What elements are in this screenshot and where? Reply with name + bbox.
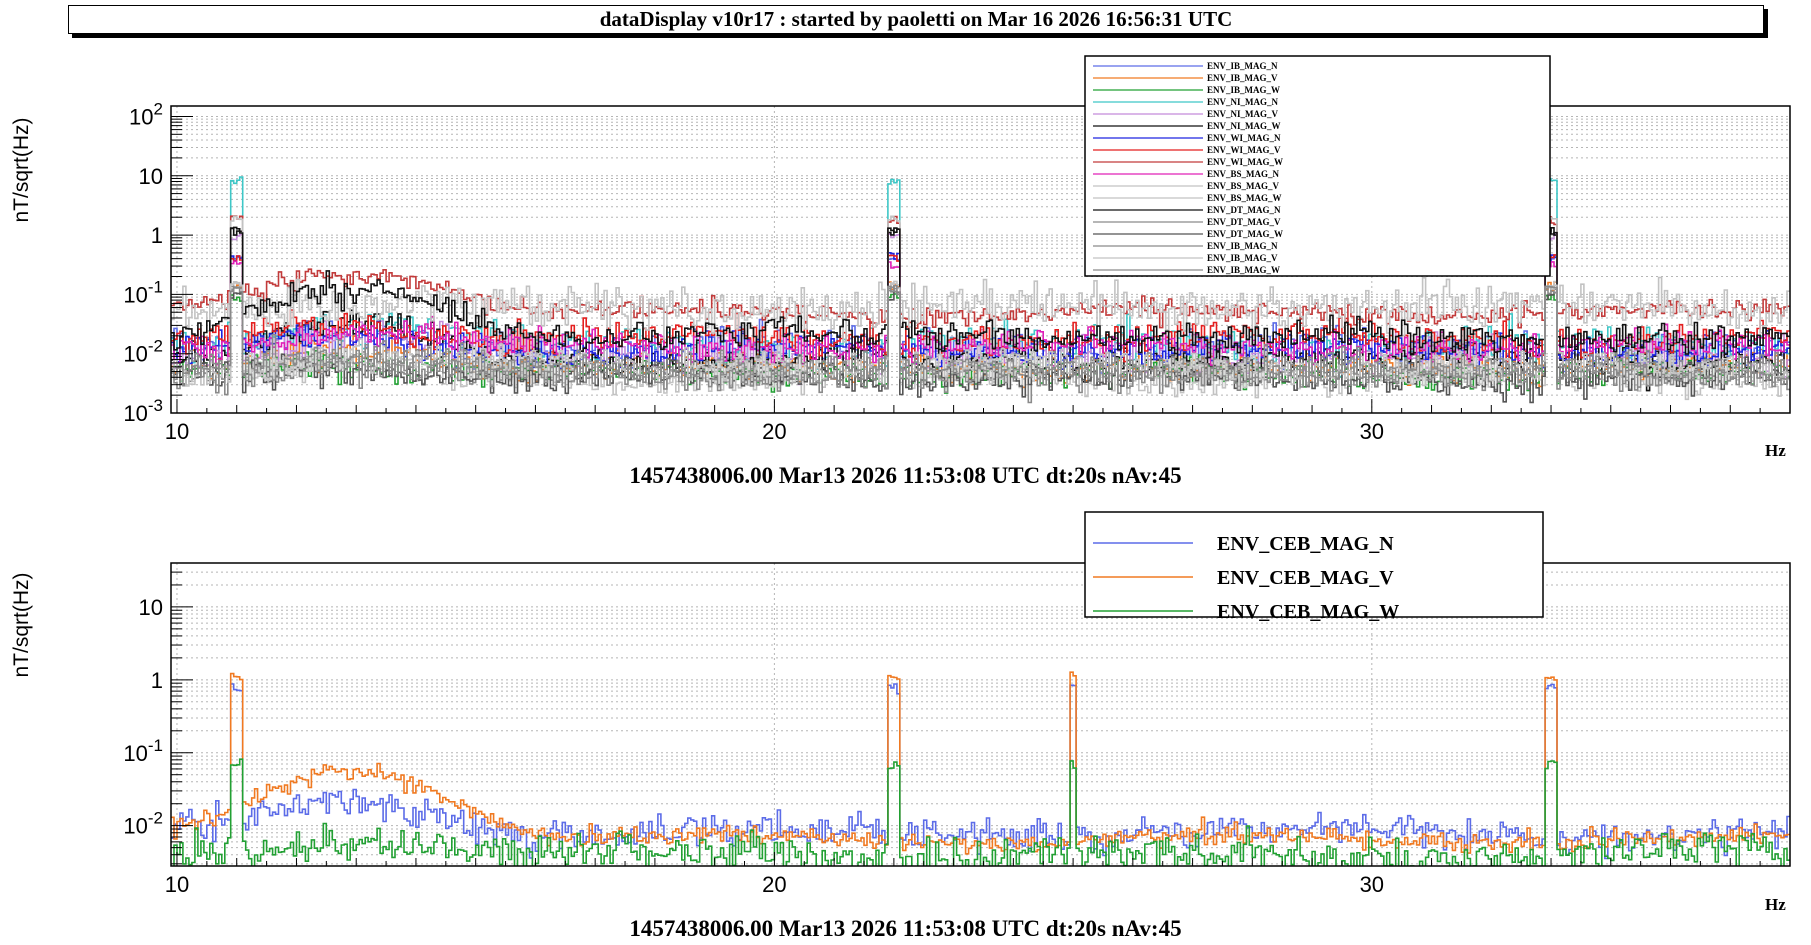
x-axis	[176, 399, 1791, 413]
x-axis-label: Hz	[1765, 441, 1786, 460]
y-tick-label: 1	[151, 223, 163, 248]
grid	[171, 562, 1790, 866]
y-tick-label: 10-1	[123, 277, 163, 307]
y-axis	[171, 115, 193, 414]
legend-label: ENV_WI_MAG_W	[1207, 157, 1283, 167]
legend: ENV_IB_MAG_N ENV_IB_MAG_V ENV_IB_MAG_W ENV_…	[1084, 55, 1551, 277]
y-axis-label: nT/sqrt(Hz)	[10, 573, 33, 678]
legend-label: ENV_BS_MAG_W	[1207, 193, 1282, 203]
legend-label: ENV_BS_MAG_V	[1207, 181, 1280, 191]
legend-label: ENV_NI_MAG_N	[1207, 97, 1278, 107]
bottom-plot-footer: 1457438006.00 Mar13 2026 11:53:08 UTC dt…	[629, 916, 1182, 941]
legend-label: ENV_CEB_MAG_W	[1217, 601, 1399, 623]
legend-label: ENV_BS_MAG_N	[1207, 169, 1280, 179]
series-line	[171, 215, 1790, 329]
plot-frame	[170, 562, 1791, 867]
top-plot-footer: 1457438006.00 Mar13 2026 11:53:08 UTC dt…	[629, 463, 1182, 488]
series-group	[171, 671, 1790, 866]
legend-label: ENV_DT_MAG_W	[1207, 229, 1283, 239]
x-tick-label: 10	[165, 419, 189, 444]
legend-label: ENV_IB_MAG_N	[1207, 61, 1278, 71]
legend-label: ENV_DT_MAG_N	[1207, 205, 1281, 215]
y-tick-label: 10-2	[123, 809, 163, 839]
plot-frame	[170, 105, 1791, 414]
legend-label: ENV_IB_MAG_W	[1207, 85, 1280, 95]
y-axis	[171, 562, 193, 865]
y-tick-label: 10-1	[123, 736, 163, 766]
series-line	[171, 215, 1790, 344]
y-tick-label: 10	[139, 164, 163, 189]
y-tick-label: 10-3	[123, 396, 163, 426]
y-tick-label: 10	[139, 595, 163, 620]
legend-label: ENV_CEB_MAG_N	[1217, 533, 1394, 555]
legend-label: ENV_WI_MAG_N	[1207, 133, 1281, 143]
canvas-title: dataDisplay v10r17 : started by paoletti…	[68, 5, 1764, 34]
legend-label: ENV_WI_MAG_V	[1207, 145, 1281, 155]
series-line	[171, 285, 1790, 394]
legend-box	[1084, 55, 1551, 277]
x-tick-label: 30	[1360, 872, 1384, 897]
legend-label: ENV_NI_MAG_W	[1207, 121, 1281, 131]
y-tick-label: 10-2	[123, 337, 163, 367]
legend-label: ENV_IB_MAG_V	[1207, 73, 1278, 83]
series-line	[171, 290, 1790, 404]
x-tick-label: 20	[762, 872, 786, 897]
legend-label: ENV_IB_MAG_W	[1207, 265, 1280, 275]
series-group	[171, 176, 1790, 404]
x-axis-label: Hz	[1765, 895, 1786, 914]
legend-label: ENV_IB_MAG_N	[1207, 241, 1278, 251]
legend-label: ENV_CEB_MAG_V	[1217, 567, 1394, 589]
x-axis	[176, 852, 1791, 866]
y-axis-label: nT/sqrt(Hz)	[10, 118, 33, 223]
plot-1: 10 20 30 102 10 1 10-1 10-2 10-3 nT/sqrt(Hz) Hz ENV…	[10, 55, 1791, 460]
x-tick-label: 10	[165, 872, 189, 897]
canvas-title-text: dataDisplay v10r17 : started by paoletti…	[599, 7, 1233, 31]
y-tick-label: 1	[151, 668, 163, 693]
legend-label: ENV_IB_MAG_V	[1207, 253, 1278, 263]
series-line	[171, 683, 1790, 860]
legend-box	[1084, 511, 1544, 618]
legend: ENV_CEB_MAG_N ENV_CEB_MAG_V ENV_CEB_MAG_W	[1084, 511, 1544, 623]
x-tick-label: 30	[1360, 419, 1384, 444]
plot-2: 10 20 30 10 1 10-1 10-2 nT/sqrt(Hz) Hz ENV_CEB_MA…	[10, 511, 1791, 914]
series-line	[171, 671, 1790, 855]
legend-label: ENV_NI_MAG_V	[1207, 109, 1278, 119]
x-tick-label: 20	[762, 419, 786, 444]
legend-label: ENV_DT_MAG_V	[1207, 217, 1281, 227]
series-line	[171, 226, 1790, 361]
y-tick-label: 102	[129, 99, 163, 129]
